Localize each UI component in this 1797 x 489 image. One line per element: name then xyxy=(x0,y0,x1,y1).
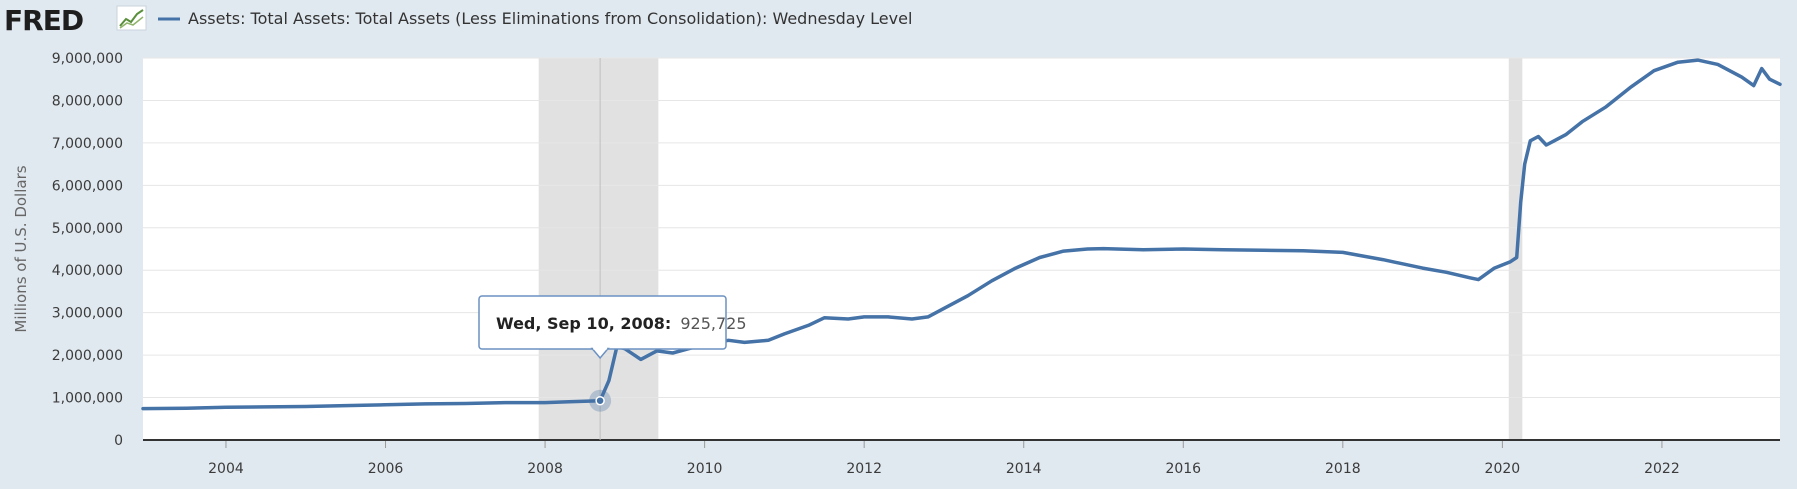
x-tick-label: 2016 xyxy=(1165,461,1201,477)
recession-band xyxy=(538,58,659,440)
y-tick-label: 6,000,000 xyxy=(52,178,123,194)
x-tick-label: 2018 xyxy=(1325,461,1361,477)
x-tick-label: 2006 xyxy=(368,461,404,477)
x-tick-label: 2004 xyxy=(208,461,244,477)
legend-label[interactable]: Assets: Total Assets: Total Assets (Less… xyxy=(188,9,912,28)
x-tick-label: 2020 xyxy=(1485,461,1521,477)
y-tick-label: 4,000,000 xyxy=(52,263,123,279)
tooltip-value: 925,725 xyxy=(680,314,746,333)
hover-layer xyxy=(589,58,612,440)
y-tick-label: 8,000,000 xyxy=(52,93,123,109)
y-tick-label: 1,000,000 xyxy=(52,391,123,407)
y-tick-label: 3,000,000 xyxy=(52,306,123,322)
header: FRED Assets: Total Assets: Total Assets … xyxy=(4,4,912,37)
y-axis-ticks: 0 1,000,000 2,000,000 3,000,000 4,000,000 5,0… xyxy=(52,51,123,449)
x-tick-label: 2008 xyxy=(527,461,563,477)
recession-band xyxy=(1508,58,1523,440)
x-tick-label: 2022 xyxy=(1644,461,1680,477)
x-tick-label: 2010 xyxy=(687,461,723,477)
plot-area[interactable] xyxy=(143,58,1780,440)
trend-chart-icon xyxy=(116,5,147,31)
y-axis-title: Millions of U.S. Dollars xyxy=(12,165,30,332)
gridlines xyxy=(143,57,1780,399)
tooltip-text: Wed, Sep 10, 2008: 925,725 xyxy=(496,314,747,333)
tooltip: Wed, Sep 10, 2008: 925,725 xyxy=(478,295,747,360)
y-tick-label: 0 xyxy=(114,433,123,449)
y-tick-label: 9,000,000 xyxy=(52,51,123,67)
x-tick-label: 2012 xyxy=(846,461,882,477)
x-tick-label: 2014 xyxy=(1006,461,1042,477)
y-tick-label: 2,000,000 xyxy=(52,348,123,364)
recession-bands xyxy=(538,58,1523,440)
fred-logo[interactable]: FRED xyxy=(4,4,84,37)
tooltip-date: Wed, Sep 10, 2008: xyxy=(496,314,671,333)
x-axis-ticks: 2004 2006 2008 2010 2012 2014 2016 2018 2020 2022 xyxy=(208,440,1680,477)
hover-point[interactable] xyxy=(595,395,605,406)
y-tick-label: 7,000,000 xyxy=(52,136,123,152)
y-tick-label: 5,000,000 xyxy=(52,221,123,237)
